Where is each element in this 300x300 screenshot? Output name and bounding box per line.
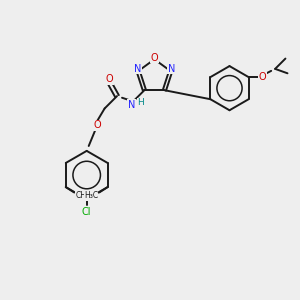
Text: O: O [94, 120, 101, 130]
Text: N: N [134, 64, 141, 74]
Text: O: O [106, 74, 113, 84]
Text: CH₃: CH₃ [75, 191, 89, 200]
Text: H: H [137, 98, 144, 107]
Text: Cl: Cl [82, 206, 92, 217]
Text: O: O [151, 53, 158, 63]
Text: N: N [128, 100, 135, 110]
Text: N: N [168, 64, 175, 74]
Text: H₃C: H₃C [84, 191, 98, 200]
Text: O: O [259, 72, 266, 82]
